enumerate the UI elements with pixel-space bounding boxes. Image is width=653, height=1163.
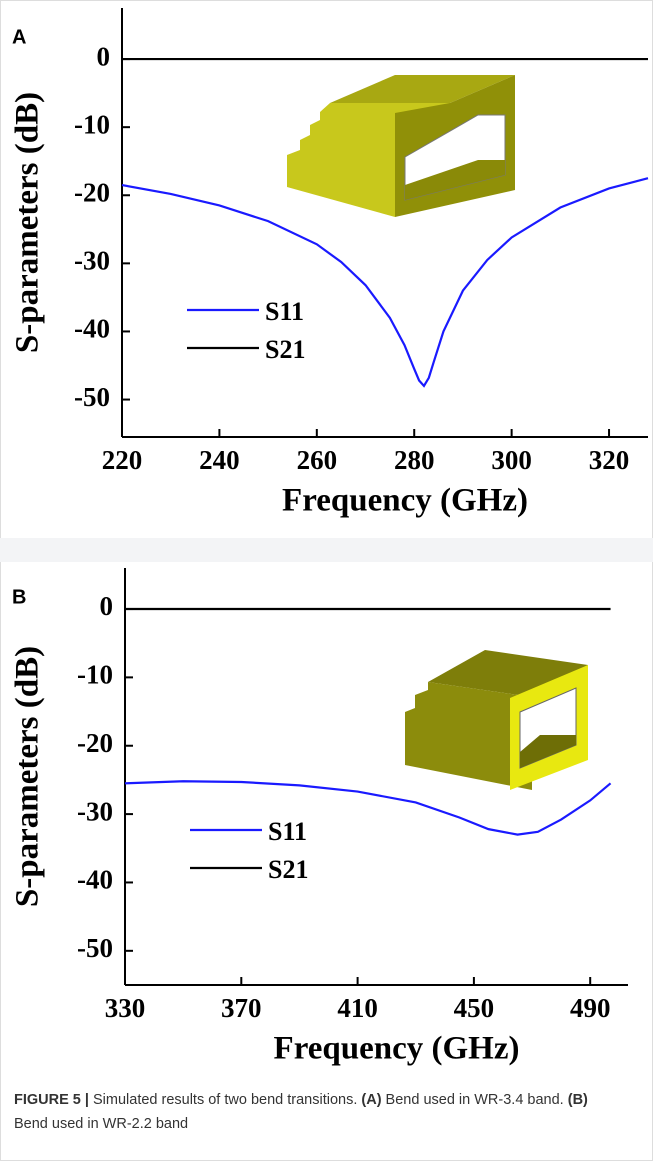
y-tick-label: -20 — [77, 728, 113, 758]
y-axis-title: S-parameters (dB) — [10, 92, 46, 353]
legend-label: S21 — [268, 855, 308, 884]
y-tick-label: -50 — [77, 933, 113, 963]
x-axis-title: Frequency (GHz) — [282, 483, 528, 519]
x-tick-label: 280 — [394, 445, 435, 475]
x-tick-label: 370 — [221, 993, 262, 1023]
x-tick-label: 220 — [102, 445, 143, 475]
caption-text: (B) — [568, 1092, 588, 1108]
x-tick-label: 330 — [105, 993, 146, 1023]
x-tick-label: 490 — [570, 993, 611, 1023]
y-tick-label: 0 — [97, 41, 111, 71]
illustration — [287, 75, 515, 217]
y-tick-label: 0 — [100, 591, 114, 621]
x-tick-label: 450 — [454, 993, 495, 1023]
caption-text: FIGURE 5 | — [14, 1092, 89, 1108]
illustration — [405, 650, 588, 790]
legend-label: S11 — [268, 817, 307, 846]
x-axis-title: Frequency (GHz) — [274, 1031, 520, 1067]
y-tick-label: -20 — [74, 177, 110, 207]
caption: FIGURE 5 | Simulated results of two bend… — [14, 1088, 614, 1136]
y-tick-label: -40 — [77, 865, 113, 895]
x-tick-label: 410 — [337, 993, 378, 1023]
figure: A 0 -10 -20 -30 -40 -50 220 240 260 280 300 320 Frequ… — [0, 0, 653, 1163]
y-tick-label: -50 — [74, 382, 110, 412]
legend-label: S21 — [265, 335, 305, 364]
panel-label: B — [12, 586, 26, 608]
y-tick-label: -40 — [74, 314, 110, 344]
separator — [0, 538, 653, 562]
panel-label: A — [12, 26, 26, 48]
x-tick-label: 320 — [589, 445, 630, 475]
caption-text: Simulated results of two bend transition… — [89, 1092, 361, 1108]
y-axis-title: S-parameters (dB) — [10, 646, 46, 907]
x-tick-label: 260 — [297, 445, 338, 475]
y-tick-label: -30 — [77, 796, 113, 826]
x-tick-label: 300 — [491, 445, 532, 475]
chart: A 0 -10 -20 -30 -40 -50 220 240 260 280 300 320 Frequ… — [0, 0, 653, 1163]
caption-text: Bend used in WR-3.4 band. — [382, 1092, 568, 1108]
legend-label: S11 — [265, 297, 304, 326]
caption-text: (A) — [361, 1092, 381, 1108]
y-tick-label: -10 — [74, 109, 110, 139]
caption-text: Bend used in WR-2.2 band — [14, 1116, 188, 1132]
y-tick-label: -30 — [74, 246, 110, 276]
series-line — [125, 781, 611, 834]
y-tick-label: -10 — [77, 660, 113, 690]
x-tick-label: 240 — [199, 445, 240, 475]
